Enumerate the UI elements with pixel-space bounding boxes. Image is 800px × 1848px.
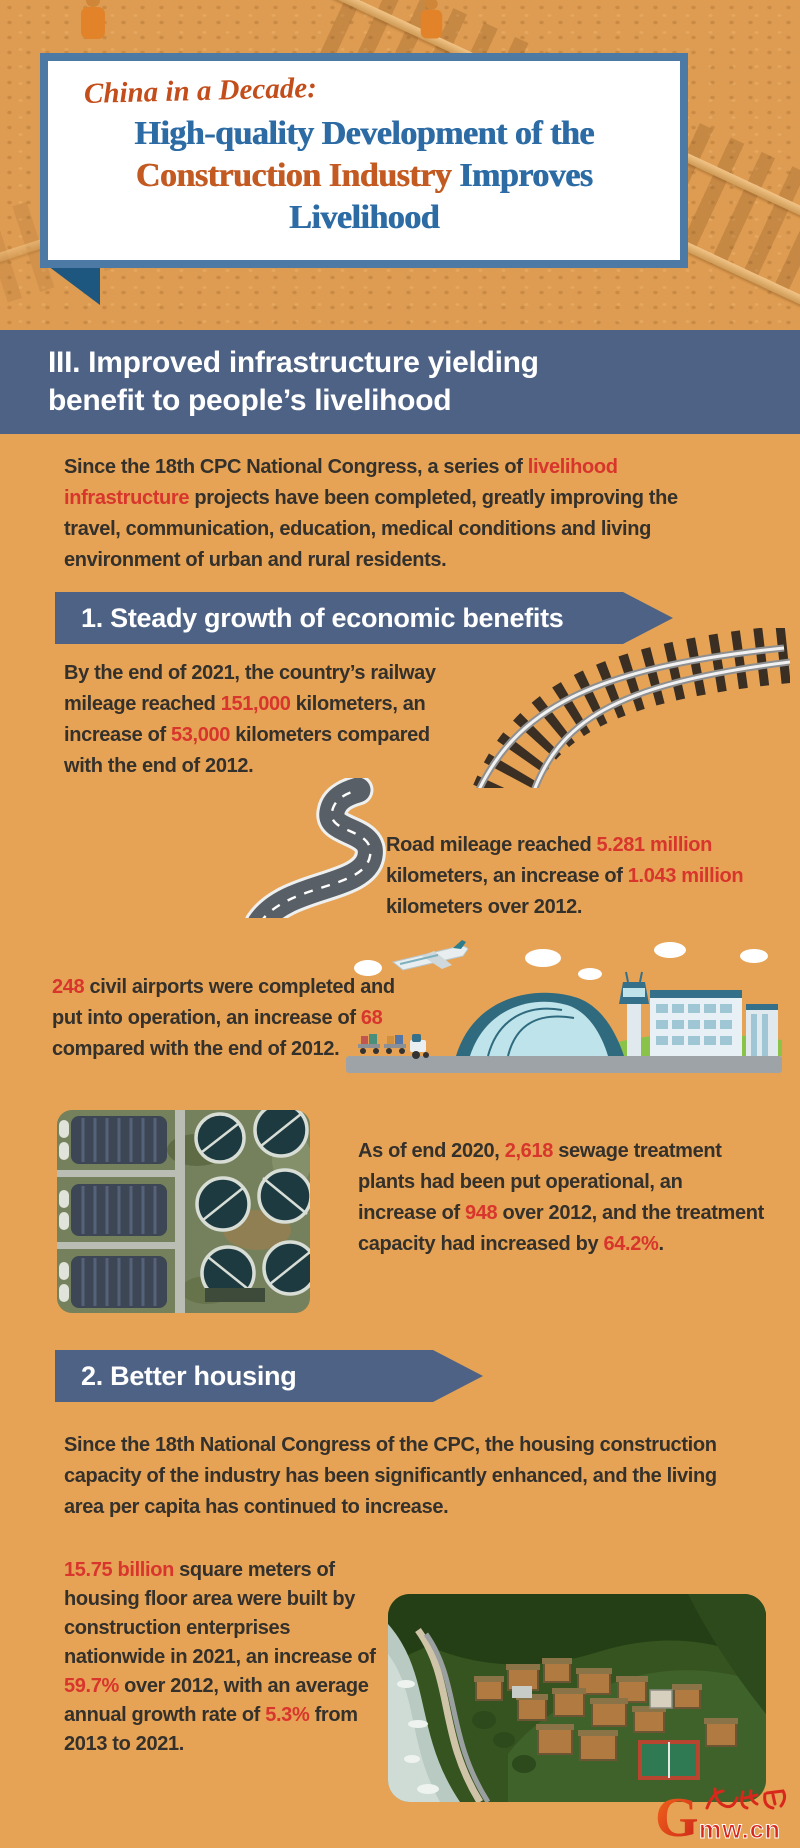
railway-track-illustration — [473, 628, 790, 788]
subsection-banner-label: 2. Better housing — [81, 1361, 297, 1391]
housing-intro-paragraph: Since the 18th National Congress of the … — [64, 1434, 717, 1518]
sewage-stat-paragraph: As of end 2020, 2,618 sewage treatment p… — [358, 1140, 764, 1255]
subsection-banner-label: 1. Steady growth of economic benefits — [81, 603, 564, 633]
village-photo — [388, 1594, 766, 1802]
airplane-icon — [391, 940, 469, 971]
covered-basins — [59, 1116, 167, 1308]
railway-stat-paragraph: By the end of 2021, the country’s railwa… — [64, 662, 436, 777]
logo-g: G — [655, 1787, 699, 1844]
airports-stat-paragraph: 248 civil airports were completed and pu… — [52, 976, 395, 1060]
section-heading-band: III. Improved infrastructure yielding ben… — [0, 330, 800, 434]
sewage-plant-photo — [57, 1110, 310, 1313]
housing-stat-paragraph: 15.75 billion square meters of housing f… — [64, 1559, 376, 1755]
intro-paragraph: Since the 18th CPC National Congress, a … — [64, 456, 678, 571]
road-stat-paragraph: Road mileage reached 5.281 million kilom… — [386, 834, 744, 918]
section-heading: III. Improved infrastructure yielding ben… — [48, 346, 539, 417]
gmw-logo: G mw.cn — [655, 1787, 787, 1844]
subsection-banner-economic-benefits: 1. Steady growth of economic benefits — [55, 592, 673, 644]
village-buildings — [472, 1658, 738, 1780]
luggage-cart-icon — [358, 1034, 429, 1059]
logo-domain: mw.cn — [699, 1816, 781, 1844]
subsection-banner-better-housing: 2. Better housing — [55, 1350, 483, 1402]
airport-illustration — [346, 940, 782, 1073]
series-title: China in a Decade: — [83, 71, 318, 111]
gmw-chinese-script — [705, 1787, 787, 1810]
title-card: China in a Decade: High-quality Developm… — [40, 53, 688, 268]
page-title: High-quality Development of the Construct… — [134, 115, 594, 236]
winding-road-illustration — [245, 778, 386, 918]
